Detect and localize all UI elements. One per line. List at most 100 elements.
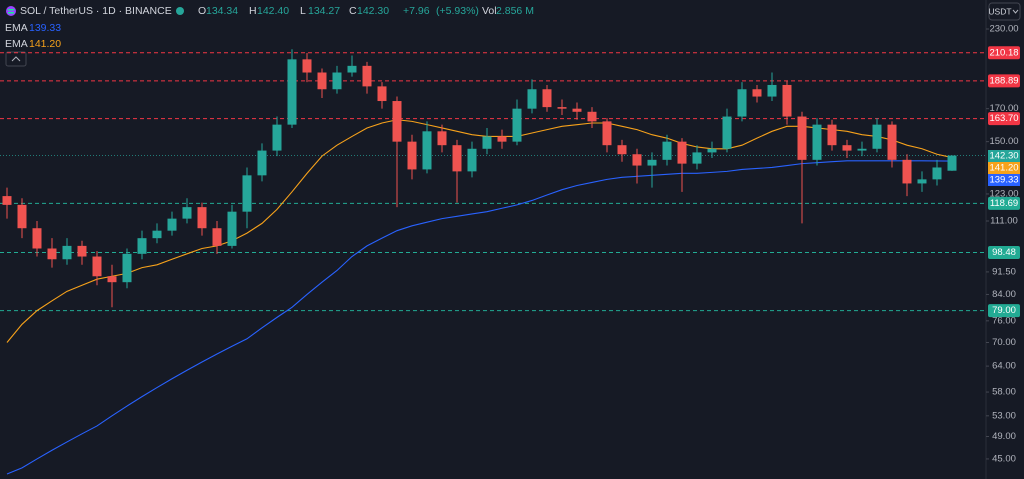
- price-box-label: 141.20: [989, 163, 1018, 174]
- level-label: 188.89: [989, 75, 1018, 86]
- candle-body: [362, 65, 372, 87]
- level-label: 163.70: [989, 113, 1018, 124]
- candle-body: [842, 145, 852, 151]
- candle-body: [557, 107, 567, 109]
- candle: [17, 198, 27, 239]
- candle-body: [662, 141, 672, 160]
- candle: [722, 108, 732, 153]
- candle: [257, 143, 267, 182]
- candle: [467, 141, 477, 178]
- candle-body: [902, 159, 912, 184]
- candle: [152, 223, 162, 244]
- ohlc-value: 142.40: [257, 5, 289, 17]
- collapse-button[interactable]: [5, 51, 27, 67]
- candle: [947, 155, 957, 171]
- candle: [302, 52, 312, 83]
- candle: [62, 238, 72, 265]
- candle: [437, 124, 447, 153]
- candle-body: [17, 204, 27, 229]
- ohlc-value: 134.34: [206, 5, 238, 17]
- level-label: 118.69: [990, 198, 1018, 209]
- price-box: [988, 162, 1020, 174]
- candle-body: [227, 211, 237, 246]
- candle-body: [632, 154, 642, 166]
- candle-body: [452, 145, 462, 172]
- candle: [452, 139, 462, 203]
- candle: [92, 251, 102, 286]
- candle: [737, 82, 747, 122]
- level-label-box: [988, 304, 1020, 318]
- y-tick-label: 58.00: [992, 387, 1016, 398]
- candle: [902, 154, 912, 197]
- price-change-pct: (+5.93%): [436, 5, 479, 17]
- candle-body: [167, 218, 177, 231]
- candle: [767, 72, 777, 102]
- candle-body: [392, 101, 402, 142]
- candle: [32, 221, 42, 257]
- candle-body: [677, 141, 687, 164]
- ohlc-value: 134.27: [308, 5, 340, 17]
- candle: [842, 139, 852, 158]
- y-tick-label: 70.00: [992, 337, 1016, 348]
- candle-body: [107, 276, 117, 283]
- ohlc-key: C: [349, 5, 357, 17]
- candle: [497, 129, 507, 149]
- candle-body: [257, 150, 267, 176]
- candle-body: [797, 116, 807, 160]
- y-tick-label: 84.00: [992, 289, 1016, 300]
- legend-name[interactable]: EMA: [5, 22, 28, 34]
- currency-label[interactable]: USDT: [988, 6, 1011, 16]
- market-status: [176, 7, 184, 15]
- candle: [542, 84, 552, 112]
- candle-body: [812, 124, 822, 160]
- y-tick-label: 76.00: [992, 315, 1016, 326]
- candle: [647, 152, 657, 188]
- candle-body: [617, 145, 627, 155]
- candle: [77, 240, 87, 265]
- candle: [887, 121, 897, 168]
- candle: [557, 99, 567, 115]
- candle: [812, 118, 822, 166]
- candle: [392, 96, 402, 208]
- level-label: 210.18: [989, 47, 1018, 58]
- volume-key: Vol: [482, 5, 497, 17]
- candle-body: [347, 65, 357, 73]
- candle: [527, 79, 537, 114]
- legend-name[interactable]: EMA: [5, 38, 28, 50]
- candle-body: [752, 89, 762, 97]
- candle-body: [482, 136, 492, 149]
- y-tick-label: 49.00: [992, 431, 1016, 442]
- candle: [617, 139, 627, 162]
- candle-body: [497, 136, 507, 142]
- volume-value: 2.856 M: [496, 5, 534, 17]
- candle: [182, 198, 192, 224]
- candle-body: [647, 159, 657, 166]
- price-change: +7.96: [403, 5, 430, 17]
- candle: [227, 204, 237, 249]
- candle: [287, 49, 297, 128]
- candle: [707, 141, 717, 158]
- candle: [2, 187, 12, 219]
- candle: [332, 65, 342, 94]
- candle: [692, 145, 702, 170]
- candle-body: [332, 72, 342, 90]
- ohlc-key: L: [300, 5, 306, 17]
- candle-body: [137, 238, 147, 254]
- candle-body: [47, 248, 57, 260]
- candle: [677, 138, 687, 192]
- symbol-title[interactable]: SOL / TetherUS · 1D · BINANCE: [20, 5, 172, 17]
- candle-body: [152, 230, 162, 239]
- candle-body: [272, 124, 282, 151]
- currency-button[interactable]: [988, 2, 1021, 21]
- candle: [212, 221, 222, 254]
- candle-body: [302, 59, 312, 73]
- candle-body: [527, 89, 537, 109]
- level-label: 98.48: [992, 247, 1016, 258]
- candle-body: [32, 228, 42, 249]
- ohlc-key: O: [198, 5, 206, 17]
- candle: [242, 167, 252, 229]
- level-label-box: [988, 246, 1020, 260]
- candle-body: [542, 89, 552, 108]
- candle: [632, 148, 642, 184]
